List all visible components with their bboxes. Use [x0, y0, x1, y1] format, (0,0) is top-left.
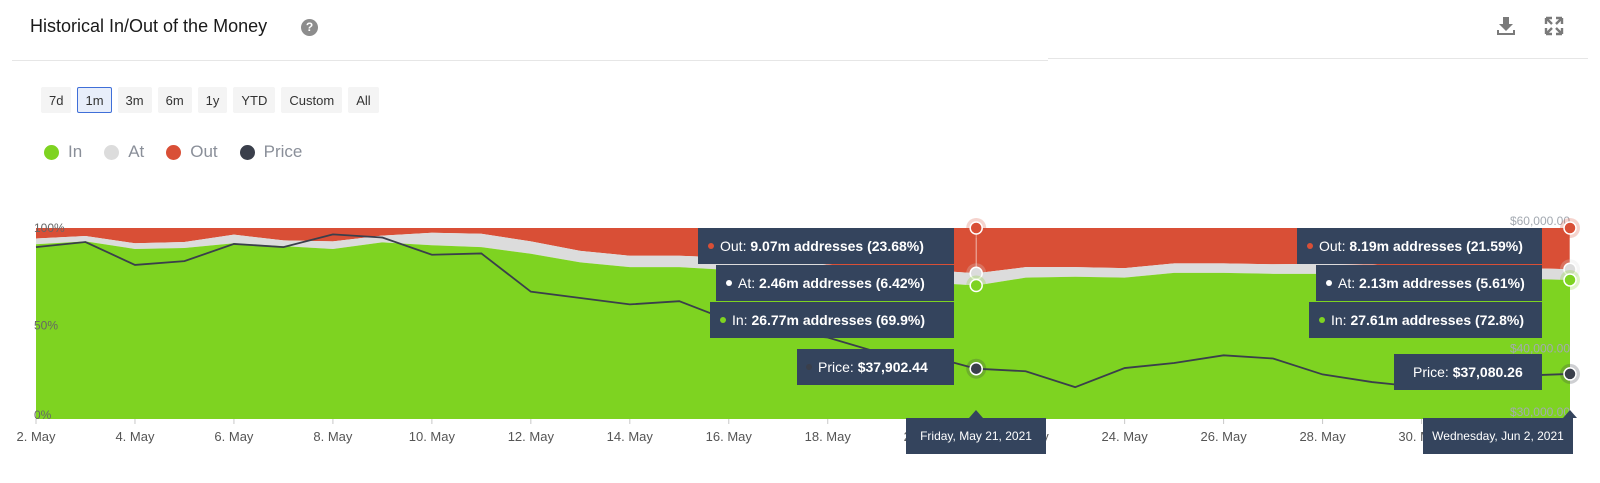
tooltip-at-2-label: At:: [1338, 275, 1359, 291]
date-label-2: Wednesday, Jun 2, 2021: [1423, 410, 1577, 454]
tooltip-out-1-value: 9.07m addresses (23.68%): [750, 238, 924, 254]
legend-item-in[interactable]: In: [44, 142, 82, 162]
x-tick-label: 24. May: [1102, 429, 1149, 444]
tooltip-at-1-value: 2.46m addresses (6.42%): [759, 275, 925, 291]
area-at: [36, 232, 1570, 286]
chart-legend: In At Out Price: [44, 142, 302, 162]
tooltip-in-1-value: 26.77m addresses (69.9%): [751, 312, 925, 328]
chart-title: Historical In/Out of the Money: [30, 16, 268, 36]
download-icon[interactable]: [1494, 14, 1518, 38]
tooltip-out-2-value: 8.19m addresses (21.59%): [1349, 238, 1523, 254]
tooltip-price-2-value: $37,080.26: [1453, 364, 1523, 380]
marker-price: [1563, 367, 1577, 381]
tooltip-in-1: In: 26.77m addresses (69.9%): [710, 302, 954, 338]
x-tick-label: 2. May: [16, 429, 56, 444]
range-button-all[interactable]: All: [348, 87, 379, 113]
svg-text:Out: 9.07m addresses (23.68%): Out: 9.07m addresses (23.68%): [720, 238, 924, 254]
help-icon[interactable]: ?: [301, 19, 318, 36]
svg-text:At: 2.46m addresses (6.42%): At: 2.46m addresses (6.42%): [738, 275, 925, 291]
svg-text:At: 2.13m addresses (5.61%): At: 2.13m addresses (5.61%): [1338, 275, 1525, 291]
marker-out: [969, 221, 983, 235]
legend-dot-at: [104, 144, 120, 160]
svg-text:Out: 8.19m addresses (21.59%): Out: 8.19m addresses (21.59%): [1319, 238, 1523, 254]
y-tick-label: 100%: [34, 221, 65, 235]
y-tick-label: 50%: [34, 319, 58, 333]
tooltip-at-1: At: 2.46m addresses (6.42%): [716, 265, 954, 301]
expand-icon[interactable]: [1542, 14, 1566, 38]
date-label-1: Friday, May 21, 2021: [906, 410, 1046, 454]
tooltip-price-1: Price: $37,902.44: [797, 349, 954, 385]
tooltip-out-2: Out: 8.19m addresses (21.59%): [1297, 228, 1542, 264]
x-tick-label: 14. May: [607, 429, 654, 444]
tooltip-price-2: Price: $37,080.26: [1394, 354, 1542, 390]
legend-dot-price: [239, 144, 255, 160]
x-tick-label: 18. May: [805, 429, 852, 444]
marker-in: [1563, 273, 1577, 287]
header-divider: [12, 60, 1048, 61]
price-axis-label: $40,000.00: [1510, 341, 1570, 355]
range-button-ytd[interactable]: YTD: [233, 87, 276, 113]
legend-dot-out: [166, 144, 182, 160]
y-tick-label: 0%: [34, 408, 52, 422]
tooltip-price-2-label: Price:: [1413, 364, 1453, 380]
chart-header: Historical In/Out of the Money ?: [0, 0, 1600, 60]
svg-text:Price: $37,080.26: Price: $37,080.26: [1413, 364, 1523, 380]
x-tick-label: 10. May: [409, 429, 456, 444]
range-button-1y[interactable]: 1y: [197, 87, 228, 113]
tooltip-out-1: Out: 9.07m addresses (23.68%): [698, 228, 954, 264]
legend-dot-in: [44, 144, 59, 160]
legend-item-out[interactable]: Out: [166, 142, 218, 162]
svg-text:In: 27.61m addresses (72.8%): In: 27.61m addresses (72.8%): [1331, 312, 1524, 328]
svg-text:In: 26.77m addresses (69.9%): In: 26.77m addresses (69.9%): [732, 312, 925, 328]
date-label-1-text: Friday, May 21, 2021: [920, 429, 1032, 443]
legend-label-out: Out: [190, 142, 218, 161]
marker-price: [969, 361, 983, 376]
range-button-7d[interactable]: 7d: [41, 87, 72, 113]
legend-item-at[interactable]: At: [104, 142, 144, 162]
x-tick-label: 6. May: [214, 429, 254, 444]
tooltip-out-1-label: Out:: [720, 238, 750, 254]
tooltip-in-2: In: 27.61m addresses (72.8%): [1309, 302, 1542, 338]
header-divider-right: [1048, 58, 1588, 59]
tooltip-price-1-label: Price:: [818, 359, 858, 375]
tooltip-price-1-value: $37,902.44: [858, 359, 928, 375]
hover-markers: [966, 218, 1580, 384]
price-axis-label: $60,000.00: [1510, 214, 1570, 228]
tooltip-out-2-label: Out:: [1319, 238, 1349, 254]
x-tick-label: 28. May: [1299, 429, 1346, 444]
legend-label-price: Price: [263, 142, 303, 161]
tooltip-at-2-value: 2.13m addresses (5.61%): [1359, 275, 1525, 291]
range-button-6m[interactable]: 6m: [157, 87, 192, 113]
svg-text:Price: $37,902.44: Price: $37,902.44: [818, 359, 928, 375]
tooltip-in-2-label: In:: [1331, 312, 1350, 328]
tooltip-in-1-label: In:: [732, 312, 751, 328]
range-button-1m[interactable]: 1m: [77, 87, 112, 113]
legend-item-price[interactable]: Price: [239, 142, 303, 162]
date-label-2-text: Wednesday, Jun 2, 2021: [1432, 429, 1564, 443]
tooltip-in-2-value: 27.61m addresses (72.8%): [1350, 312, 1524, 328]
legend-label-in: In: [68, 142, 83, 161]
range-button-3m[interactable]: 3m: [117, 87, 152, 113]
tooltip-at-2: At: 2.13m addresses (5.61%): [1316, 265, 1542, 301]
x-tick-label: 8. May: [313, 429, 353, 444]
price-axis-label: $30,000.00: [1510, 405, 1570, 419]
marker-out: [1563, 221, 1577, 235]
x-tick-label: 12. May: [508, 429, 555, 444]
legend-label-at: At: [128, 142, 145, 161]
x-tick-label: 26. May: [1200, 429, 1247, 444]
x-tick-label: 4. May: [115, 429, 155, 444]
range-button-custom[interactable]: Custom: [281, 87, 343, 113]
marker-in: [969, 278, 983, 293]
x-tick-label: 16. May: [706, 429, 753, 444]
tooltip-at-1-label: At:: [738, 275, 759, 291]
range-selector: 7d 1m 3m 6m 1y YTD Custom All: [41, 87, 379, 113]
